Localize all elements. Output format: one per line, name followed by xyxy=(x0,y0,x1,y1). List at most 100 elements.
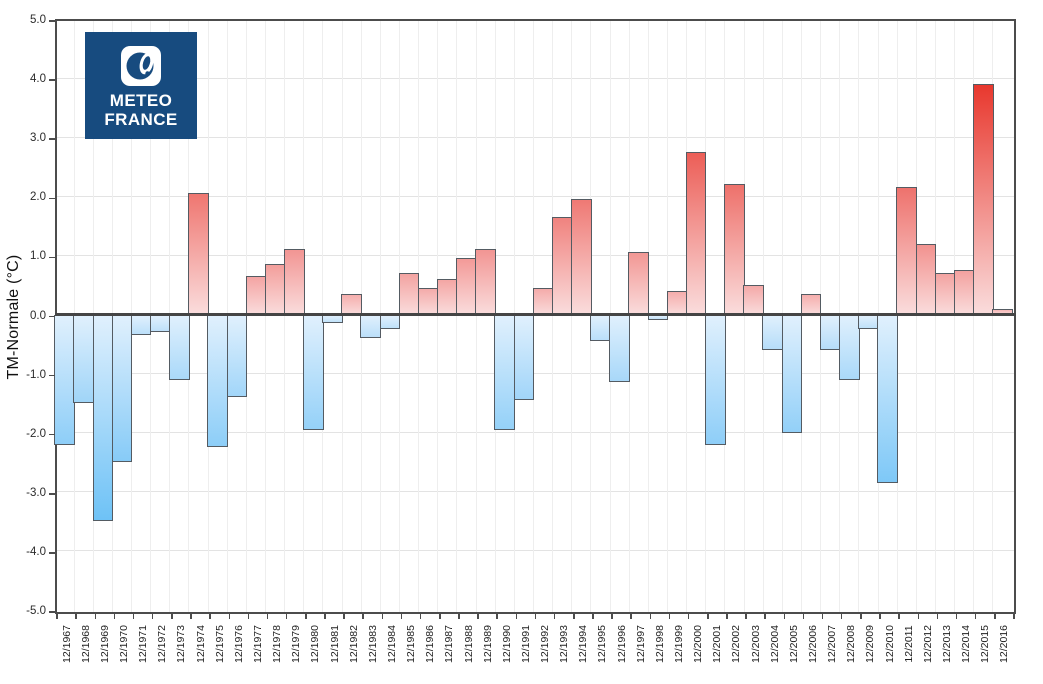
x-tick-label: 12/1969 xyxy=(98,625,111,663)
x-tick-mark xyxy=(419,614,422,619)
y-tick-mark xyxy=(49,433,55,436)
x-tick-mark xyxy=(840,614,843,619)
logo-line-2: FRANCE xyxy=(104,110,178,129)
x-tick-label: 12/1998 xyxy=(653,625,666,663)
bar-12/2015 xyxy=(972,84,994,316)
bar-12/1988 xyxy=(456,258,477,316)
y-tick-mark xyxy=(49,611,55,613)
x-tick-label: 12/1991 xyxy=(519,625,532,663)
bar-12/1971 xyxy=(130,314,152,336)
x-tick-label: 12/1994 xyxy=(577,625,590,663)
bar-12/1974 xyxy=(188,193,209,316)
y-tick-label: 0.0 xyxy=(30,309,46,322)
x-tick-label: 12/2004 xyxy=(768,625,781,663)
x-tick-label: 12/1989 xyxy=(481,625,494,663)
y-tick-label: 1.0 xyxy=(30,250,46,263)
x-tick-label: 12/1997 xyxy=(634,625,647,663)
bar-12/1995 xyxy=(590,314,611,342)
bar-12/1968 xyxy=(73,314,94,404)
y-tick-mark xyxy=(49,315,55,318)
y-tick-label: 4.0 xyxy=(30,73,46,86)
bar-12/1986 xyxy=(417,287,439,316)
x-tick-mark xyxy=(707,614,709,619)
x-tick-mark xyxy=(324,614,326,619)
x-tick-mark xyxy=(974,614,977,619)
x-tick-mark xyxy=(171,614,173,619)
v-gridline xyxy=(437,21,439,612)
v-gridline xyxy=(284,21,286,612)
zero-line xyxy=(55,313,1016,316)
x-tick-label: 12/2012 xyxy=(921,625,934,663)
v-gridline xyxy=(973,21,975,612)
meteo-france-logo: METEO FRANCE xyxy=(85,32,197,139)
bar-12/1992 xyxy=(532,287,554,316)
logo-text: METEO FRANCE xyxy=(104,91,177,129)
x-tick-label: 12/1978 xyxy=(271,625,284,663)
x-tick-mark xyxy=(496,614,498,619)
v-gridline xyxy=(265,21,267,612)
bar-12/1987 xyxy=(437,279,458,316)
v-gridline xyxy=(934,21,936,612)
h-gridline xyxy=(57,373,1014,375)
v-gridline xyxy=(992,21,994,612)
h-gridline xyxy=(57,491,1014,493)
y-tick-label: -3.0 xyxy=(26,486,46,499)
x-tick-mark xyxy=(611,614,613,619)
y-tick-label: -2.0 xyxy=(26,427,46,440)
x-tick-label: 12/2015 xyxy=(979,625,992,663)
x-tick-mark xyxy=(132,614,135,619)
x-tick-label: 12/1992 xyxy=(539,625,552,663)
y-tick-mark xyxy=(49,256,55,259)
x-tick-mark xyxy=(802,614,805,619)
v-gridline xyxy=(743,21,745,612)
bar-12/1976 xyxy=(226,314,248,398)
x-tick-mark xyxy=(745,614,747,619)
bar-12/2000 xyxy=(685,151,707,316)
bar-12/1977 xyxy=(245,276,267,316)
y-tick-label: 2.0 xyxy=(30,191,46,204)
x-tick-label: 12/1995 xyxy=(596,625,609,663)
y-tick-mark xyxy=(49,374,55,377)
x-tick-label: 12/2010 xyxy=(883,625,896,663)
x-tick-label: 12/2014 xyxy=(960,625,973,663)
logo-line-1: METEO xyxy=(109,91,173,110)
x-tick-label: 12/1971 xyxy=(137,625,150,663)
x-tick-mark xyxy=(343,614,345,619)
bar-12/2002 xyxy=(724,184,745,316)
bar-12/2010 xyxy=(877,314,898,483)
x-tick-mark xyxy=(439,614,441,619)
x-tick-mark xyxy=(649,614,652,619)
bar-12/2001 xyxy=(705,314,726,445)
bar-12/1993 xyxy=(551,216,573,316)
bar-12/1991 xyxy=(513,314,535,401)
x-tick-label: 12/2002 xyxy=(730,625,743,663)
v-gridline xyxy=(456,21,458,612)
x-tick-label: 12/1980 xyxy=(309,625,322,663)
bar-12/2004 xyxy=(762,314,784,350)
meteo-france-sphere-icon xyxy=(121,46,161,86)
bar-12/2008 xyxy=(838,314,860,380)
x-tick-mark xyxy=(534,614,537,619)
bar-12/1983 xyxy=(360,314,382,339)
x-tick-mark xyxy=(113,614,116,619)
x-tick-mark xyxy=(209,614,211,619)
x-tick-mark xyxy=(879,614,881,619)
bar-12/2012 xyxy=(915,243,937,316)
x-tick-mark xyxy=(94,614,97,619)
y-tick-label: -5.0 xyxy=(26,605,46,617)
x-tick-mark xyxy=(381,614,384,619)
y-tick-label: 5.0 xyxy=(30,14,46,26)
x-tick-mark xyxy=(764,614,766,619)
bar-12/2007 xyxy=(819,314,841,350)
bar-12/1970 xyxy=(111,314,133,463)
v-gridline xyxy=(954,21,956,612)
x-tick-mark xyxy=(477,614,479,619)
x-tick-label: 12/1990 xyxy=(500,625,513,663)
x-tick-label: 12/1977 xyxy=(251,625,264,663)
x-tick-label: 12/1972 xyxy=(156,625,169,663)
x-tick-mark xyxy=(190,614,192,619)
v-gridline xyxy=(686,21,688,612)
h-gridline xyxy=(57,77,1014,79)
x-tick-mark xyxy=(75,614,77,619)
plot-area xyxy=(54,19,1016,614)
